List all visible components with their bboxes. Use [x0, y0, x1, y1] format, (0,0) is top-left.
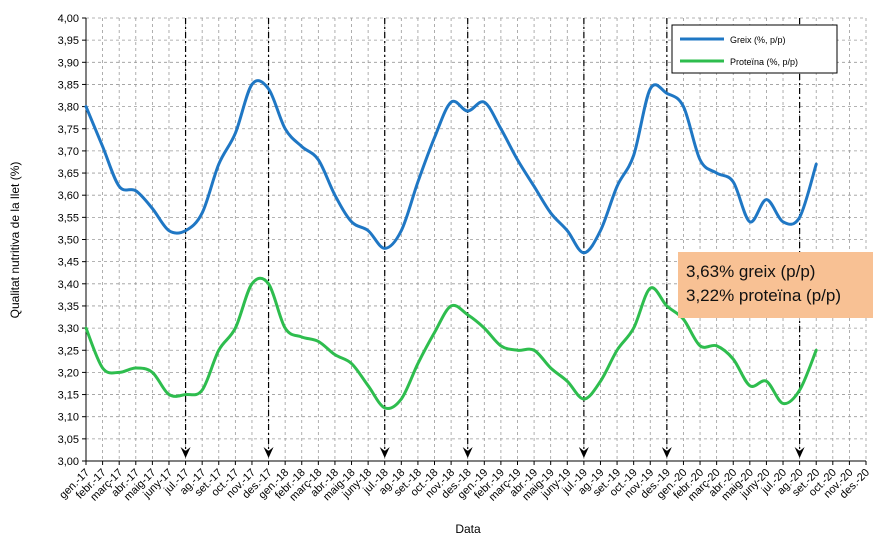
x-axis-label: Data — [455, 522, 481, 536]
protein-series-line — [84, 276, 818, 410]
y-tick-label: 3,05 — [58, 434, 79, 446]
fat-series-line — [84, 79, 818, 255]
y-tick-label: 3,50 — [58, 235, 79, 247]
event-marker-arrow — [263, 447, 274, 458]
legend: Greix (%, p/p) Proteïna (%, p/p) — [671, 24, 838, 74]
axes — [82, 17, 867, 465]
legend-box — [671, 24, 838, 74]
y-tick-label: 3,30 — [58, 323, 79, 335]
event-marker-arrow — [578, 447, 589, 458]
annotation-protein-text: 3,22% proteïna (p/p) — [686, 286, 841, 305]
y-tick-label: 3,80 — [58, 102, 79, 114]
tick-labels: 3,00 3,05 3,10 3,15 3,20 3,25 3,30 3,35 3,40 3,45… — [57, 13, 872, 504]
series-lines — [84, 79, 818, 410]
y-tick-label: 3,20 — [58, 367, 79, 379]
y-tick-label: 3,35 — [58, 301, 79, 313]
y-tick-label: 3,75 — [58, 124, 79, 136]
y-tick-label: 3,95 — [58, 35, 79, 47]
event-marker-arrow — [794, 447, 805, 458]
y-tick-label: 3,45 — [58, 257, 79, 269]
event-marker-arrow — [379, 447, 390, 458]
y-tick-label: 4,00 — [58, 13, 79, 25]
y-tick-label: 3,10 — [58, 412, 79, 424]
event-marker-arrow — [462, 447, 473, 458]
legend-label-protein: Proteïna (%, p/p) — [730, 57, 798, 67]
y-tick-label: 3,55 — [58, 212, 79, 224]
y-tick-label: 3,60 — [58, 190, 79, 202]
y-tick-label: 3,85 — [58, 79, 79, 91]
summary-annotation-box: 3,63% greix (p/p) 3,22% proteïna (p/p) — [678, 252, 873, 318]
event-marker-arrow — [180, 447, 191, 458]
y-axis-label: Qualitat nutritiva de la llet (%) — [8, 162, 22, 319]
event-marker-arrow — [661, 447, 672, 458]
y-tick-label: 3,25 — [58, 345, 79, 357]
y-tick-label: 3,90 — [58, 57, 79, 69]
legend-label-fat: Greix (%, p/p) — [730, 35, 786, 45]
y-tick-label: 3,65 — [58, 168, 79, 180]
annotation-fat-text: 3,63% greix (p/p) — [686, 262, 816, 281]
y-tick-label: 3,40 — [58, 279, 79, 291]
y-tick-label: 3,00 — [58, 456, 79, 468]
gridlines — [86, 17, 867, 461]
y-tick-label: 3,70 — [58, 146, 79, 158]
y-tick-label: 3,15 — [58, 390, 79, 402]
event-markers — [180, 18, 805, 458]
